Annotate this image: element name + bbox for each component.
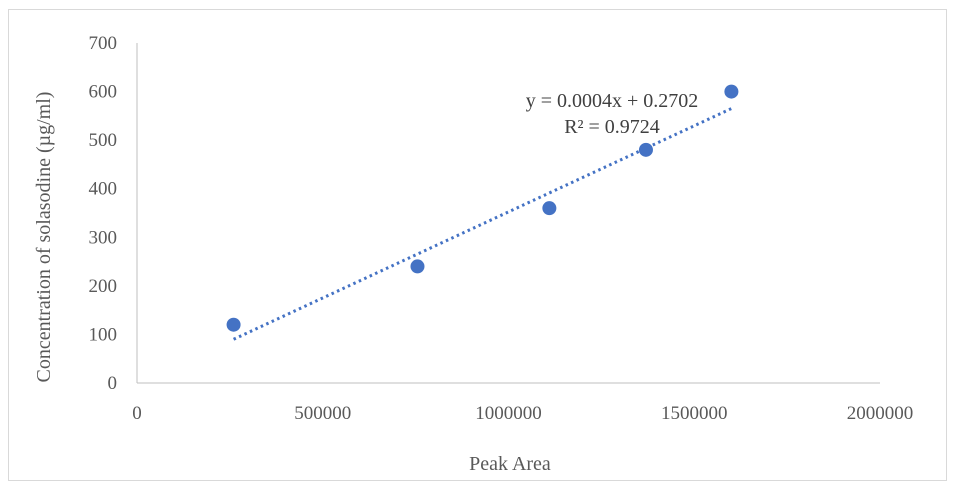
data-point bbox=[226, 317, 241, 332]
y-tick-label: 300 bbox=[89, 227, 118, 248]
y-tick-label: 500 bbox=[89, 130, 118, 151]
x-axis-title: Peak Area bbox=[469, 453, 551, 475]
y-axis-title: Concentration of solasodine (µg/ml) bbox=[33, 92, 55, 383]
y-tick-labels: 0 100 200 300 400 500 600 700 bbox=[89, 33, 118, 394]
y-tick-label: 700 bbox=[89, 33, 118, 54]
x-tick-label: 500000 bbox=[294, 403, 351, 424]
x-tick-label: 1500000 bbox=[661, 403, 728, 424]
y-tick-label: 600 bbox=[89, 82, 118, 103]
data-point bbox=[638, 142, 653, 157]
y-tick-label: 200 bbox=[89, 276, 118, 297]
y-tick-label: 400 bbox=[89, 179, 118, 200]
trendline-r-squared: R² = 0.9724 bbox=[564, 116, 660, 138]
x-tick-label: 2000000 bbox=[847, 403, 914, 424]
data-points bbox=[226, 84, 739, 332]
data-point bbox=[724, 84, 739, 99]
x-tick-label: 1000000 bbox=[475, 403, 542, 424]
trendline bbox=[232, 107, 733, 341]
x-tick-label: 0 bbox=[132, 403, 142, 424]
x-tick-labels: 0 500000 1000000 1500000 2000000 bbox=[132, 403, 913, 424]
y-tick-label: 0 bbox=[108, 373, 118, 394]
chart-frame bbox=[8, 9, 947, 481]
y-tick-label: 100 bbox=[89, 324, 118, 345]
data-point bbox=[542, 201, 557, 216]
data-point bbox=[410, 259, 425, 274]
trendline-equation: y = 0.0004x + 0.2702 bbox=[526, 90, 699, 112]
